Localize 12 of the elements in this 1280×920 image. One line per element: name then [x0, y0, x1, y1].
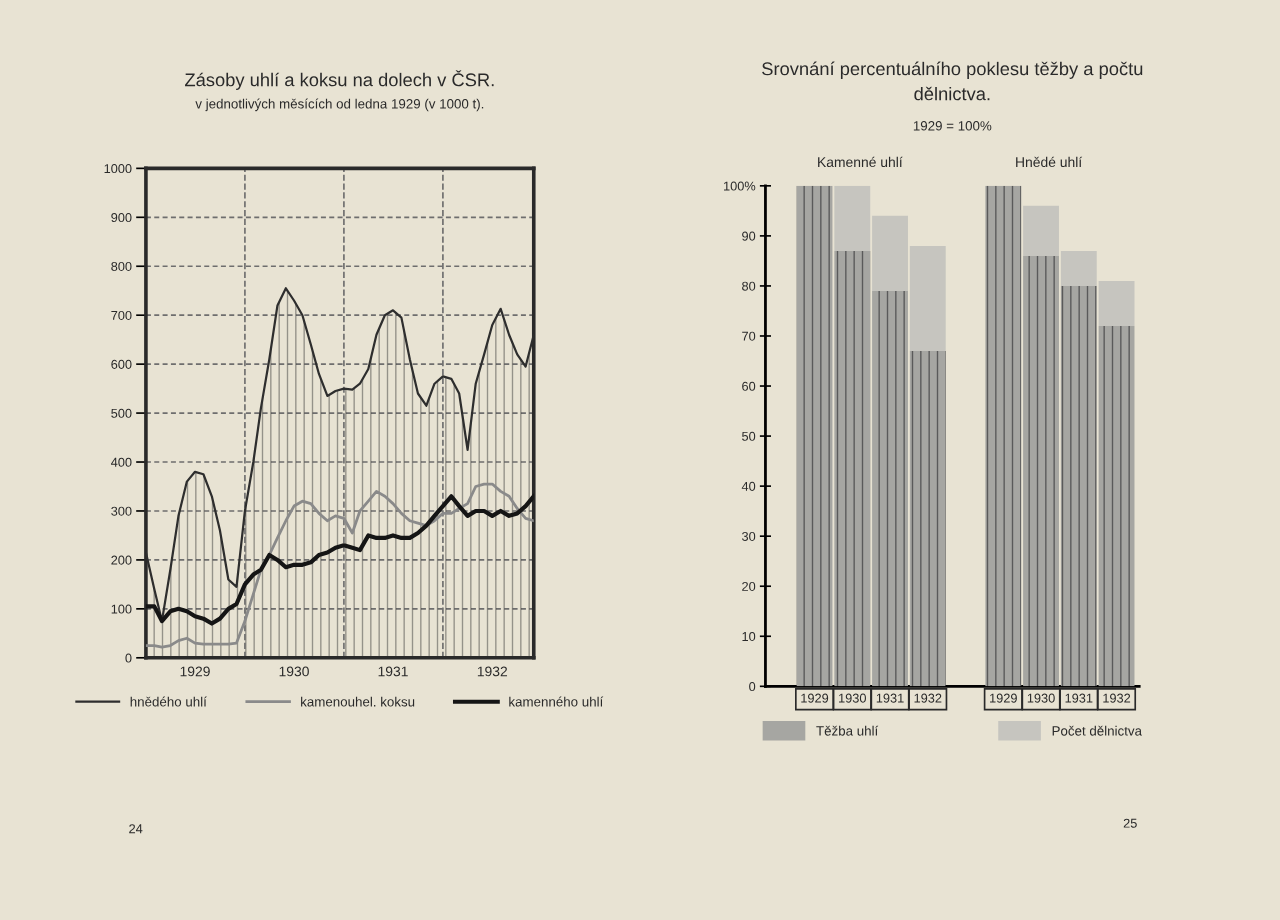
chart-title: Zásoby uhlí a koksu na dolech v ČSR. — [185, 70, 494, 90]
bar — [834, 250, 871, 687]
bar — [909, 351, 946, 687]
bar — [796, 185, 833, 687]
bar — [1098, 325, 1135, 687]
bar — [1060, 285, 1097, 687]
bar — [1023, 255, 1059, 687]
bar — [985, 185, 1022, 687]
bar — [872, 290, 908, 687]
line-series — [145, 482, 534, 649]
line-series — [145, 494, 534, 626]
chart-title: Srovnání percentuálního poklesu těžby a počtu dělnictva. — [762, 61, 1143, 101]
